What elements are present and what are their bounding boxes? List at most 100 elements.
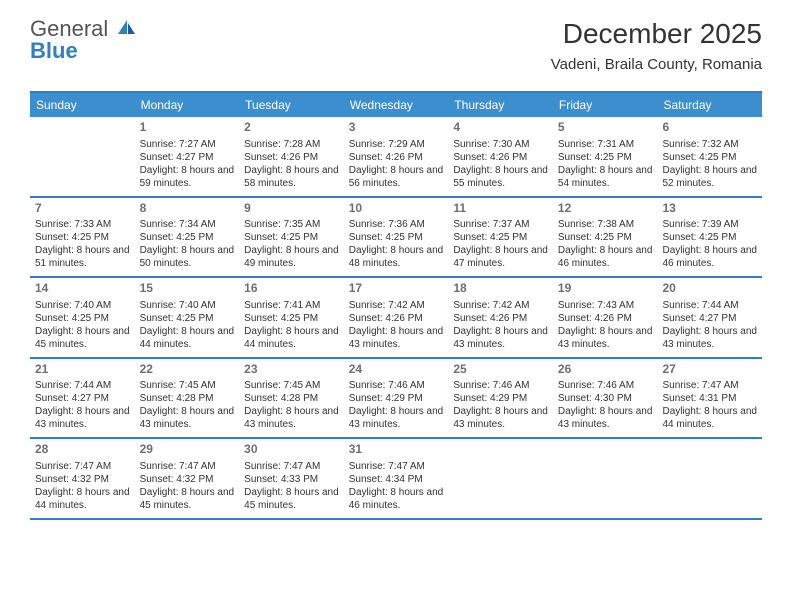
day-number: 24 [349,362,444,378]
day-cell: 26Sunrise: 7:46 AMSunset: 4:30 PMDayligh… [553,359,658,438]
day-number: 19 [558,281,653,297]
daylight-text: Daylight: 8 hours and 47 minutes. [453,244,548,270]
day-number: 28 [35,442,130,458]
day-number: 4 [453,120,548,136]
day-number: 18 [453,281,548,297]
day-number: 13 [662,201,757,217]
sunrise-text: Sunrise: 7:28 AM [244,138,339,151]
day-cell: 6Sunrise: 7:32 AMSunset: 4:25 PMDaylight… [657,117,762,196]
day-number: 31 [349,442,444,458]
daylight-text: Daylight: 8 hours and 44 minutes. [244,325,339,351]
sunset-text: Sunset: 4:29 PM [453,392,548,405]
day-number: 27 [662,362,757,378]
day-cell: 30Sunrise: 7:47 AMSunset: 4:33 PMDayligh… [239,439,344,518]
sunset-text: Sunset: 4:30 PM [558,392,653,405]
day-cell: 2Sunrise: 7:28 AMSunset: 4:26 PMDaylight… [239,117,344,196]
day-number: 7 [35,201,130,217]
day-cell: 9Sunrise: 7:35 AMSunset: 4:25 PMDaylight… [239,198,344,277]
sunrise-text: Sunrise: 7:43 AM [558,299,653,312]
week-row: 28Sunrise: 7:47 AMSunset: 4:32 PMDayligh… [30,439,762,520]
sunset-text: Sunset: 4:26 PM [349,151,444,164]
daylight-text: Daylight: 8 hours and 56 minutes. [349,164,444,190]
weekday-row: SundayMondayTuesdayWednesdayThursdayFrid… [30,93,762,117]
day-number: 11 [453,201,548,217]
sunset-text: Sunset: 4:26 PM [558,312,653,325]
day-cell: 29Sunrise: 7:47 AMSunset: 4:32 PMDayligh… [135,439,240,518]
sunset-text: Sunset: 4:28 PM [244,392,339,405]
sunset-text: Sunset: 4:26 PM [349,312,444,325]
sunrise-text: Sunrise: 7:42 AM [349,299,444,312]
sunset-text: Sunset: 4:27 PM [35,392,130,405]
sunrise-text: Sunrise: 7:40 AM [35,299,130,312]
day-cell: 14Sunrise: 7:40 AMSunset: 4:25 PMDayligh… [30,278,135,357]
daylight-text: Daylight: 8 hours and 43 minutes. [453,405,548,431]
week-row: 21Sunrise: 7:44 AMSunset: 4:27 PMDayligh… [30,359,762,440]
daylight-text: Daylight: 8 hours and 44 minutes. [35,486,130,512]
sunset-text: Sunset: 4:26 PM [453,151,548,164]
daylight-text: Daylight: 8 hours and 50 minutes. [140,244,235,270]
day-number: 2 [244,120,339,136]
day-cell: 19Sunrise: 7:43 AMSunset: 4:26 PMDayligh… [553,278,658,357]
weekday-tuesday: Tuesday [239,93,344,117]
day-cell-empty [553,439,658,518]
weekday-friday: Friday [553,93,658,117]
sunset-text: Sunset: 4:25 PM [35,231,130,244]
day-number: 20 [662,281,757,297]
daylight-text: Daylight: 8 hours and 58 minutes. [244,164,339,190]
day-number: 3 [349,120,444,136]
sunrise-text: Sunrise: 7:30 AM [453,138,548,151]
day-number: 17 [349,281,444,297]
daylight-text: Daylight: 8 hours and 59 minutes. [140,164,235,190]
day-number: 23 [244,362,339,378]
day-number: 1 [140,120,235,136]
sunrise-text: Sunrise: 7:37 AM [453,218,548,231]
daylight-text: Daylight: 8 hours and 45 minutes. [35,325,130,351]
daylight-text: Daylight: 8 hours and 45 minutes. [244,486,339,512]
daylight-text: Daylight: 8 hours and 52 minutes. [662,164,757,190]
sunset-text: Sunset: 4:25 PM [453,231,548,244]
day-cell: 18Sunrise: 7:42 AMSunset: 4:26 PMDayligh… [448,278,553,357]
day-number: 12 [558,201,653,217]
logo-text: General Blue [30,18,136,62]
sunrise-text: Sunrise: 7:46 AM [453,379,548,392]
sunset-text: Sunset: 4:34 PM [349,473,444,486]
sunset-text: Sunset: 4:25 PM [558,231,653,244]
day-cell: 7Sunrise: 7:33 AMSunset: 4:25 PMDaylight… [30,198,135,277]
daylight-text: Daylight: 8 hours and 43 minutes. [349,405,444,431]
day-number: 29 [140,442,235,458]
sunset-text: Sunset: 4:25 PM [662,231,757,244]
sunset-text: Sunset: 4:28 PM [140,392,235,405]
day-number: 26 [558,362,653,378]
sunset-text: Sunset: 4:25 PM [140,312,235,325]
daylight-text: Daylight: 8 hours and 43 minutes. [662,325,757,351]
day-cell: 12Sunrise: 7:38 AMSunset: 4:25 PMDayligh… [553,198,658,277]
day-number: 30 [244,442,339,458]
day-cell: 25Sunrise: 7:46 AMSunset: 4:29 PMDayligh… [448,359,553,438]
sunrise-text: Sunrise: 7:46 AM [349,379,444,392]
day-number: 10 [349,201,444,217]
day-number: 25 [453,362,548,378]
sunset-text: Sunset: 4:32 PM [140,473,235,486]
daylight-text: Daylight: 8 hours and 45 minutes. [140,486,235,512]
daylight-text: Daylight: 8 hours and 46 minutes. [558,244,653,270]
weekday-monday: Monday [135,93,240,117]
title-block: December 2025 Vadeni, Braila County, Rom… [551,18,762,73]
sunrise-text: Sunrise: 7:45 AM [244,379,339,392]
day-cell-empty [448,439,553,518]
day-cell: 20Sunrise: 7:44 AMSunset: 4:27 PMDayligh… [657,278,762,357]
day-cell: 8Sunrise: 7:34 AMSunset: 4:25 PMDaylight… [135,198,240,277]
day-cell: 17Sunrise: 7:42 AMSunset: 4:26 PMDayligh… [344,278,449,357]
sunset-text: Sunset: 4:25 PM [244,312,339,325]
daylight-text: Daylight: 8 hours and 46 minutes. [662,244,757,270]
day-cell: 22Sunrise: 7:45 AMSunset: 4:28 PMDayligh… [135,359,240,438]
day-number: 9 [244,201,339,217]
week-row: 7Sunrise: 7:33 AMSunset: 4:25 PMDaylight… [30,198,762,279]
day-cell: 24Sunrise: 7:46 AMSunset: 4:29 PMDayligh… [344,359,449,438]
day-number: 22 [140,362,235,378]
sunset-text: Sunset: 4:25 PM [244,231,339,244]
sunrise-text: Sunrise: 7:47 AM [349,460,444,473]
daylight-text: Daylight: 8 hours and 43 minutes. [453,325,548,351]
daylight-text: Daylight: 8 hours and 48 minutes. [349,244,444,270]
weekday-saturday: Saturday [657,93,762,117]
daylight-text: Daylight: 8 hours and 54 minutes. [558,164,653,190]
